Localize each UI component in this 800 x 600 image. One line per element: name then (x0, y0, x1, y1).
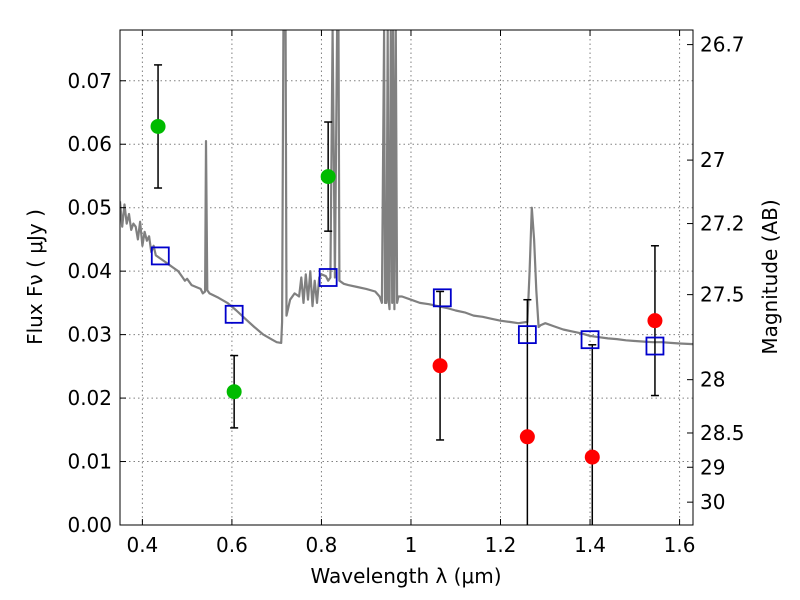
blue-square-point (580, 330, 600, 350)
blue-square-point (432, 288, 452, 308)
y-axis-label: Flux Fν ( μJy ) (23, 209, 47, 345)
plot-frame (119, 29, 694, 526)
y-tick-label-right: 27.2 (700, 212, 745, 236)
plot-area (120, 30, 693, 525)
x-tick-label: 0.8 (306, 533, 338, 557)
y-tick-label: 0.02 (67, 386, 112, 410)
y-tick-label-right: 28 (700, 368, 725, 392)
y-tick-label: 0.00 (67, 513, 112, 537)
green-circle-point (320, 169, 336, 185)
green-circle-point (226, 384, 242, 400)
axis-ticks: 0.4 0.6 0.8 1 1.2 1.4 1.6 0.00 0.01 0.02 0.03 0.04 0… (67, 30, 745, 557)
blue-square-point (517, 325, 537, 345)
blue-square-point (645, 336, 665, 356)
x-tick-label: 1.2 (485, 533, 517, 557)
blue-square-point (224, 304, 244, 324)
y-tick-label: 0.07 (67, 69, 112, 93)
x-tick-label: 0.4 (126, 533, 158, 557)
y-tick-label: 0.05 (67, 196, 112, 220)
x-tick-label: 1 (405, 533, 418, 557)
x-tick-label: 1.4 (574, 533, 606, 557)
x-tick-label: 1.6 (664, 533, 696, 557)
model-spectrum (120, 30, 693, 346)
y-axis-label-right: Magnitude (AB) (758, 199, 782, 354)
blue-square-point (150, 246, 170, 266)
y-tick-label: 0.06 (67, 132, 112, 156)
y-tick-label-right: 28.5 (700, 421, 745, 445)
y-tick-label: 0.01 (67, 450, 112, 474)
red-circle-point (584, 449, 600, 465)
model-spectrum-line (120, 30, 693, 346)
y-tick-label: 0.03 (67, 323, 112, 347)
red-circle-point (432, 358, 448, 374)
y-tick-label-right: 27 (700, 148, 725, 172)
y-tick-label-right: 30 (700, 490, 725, 514)
blue-square-point (318, 268, 338, 287)
red-circle-point (647, 313, 663, 329)
y-tick-label-right: 26.7 (700, 33, 745, 57)
y-tick-label-right: 29 (700, 455, 725, 479)
x-tick-label: 0.6 (216, 533, 248, 557)
green-circle-point (150, 118, 166, 134)
x-axis-label: Wavelength λ (μm) (310, 564, 501, 588)
y-tick-label: 0.04 (67, 259, 112, 283)
y-tick-label-right: 27.5 (700, 283, 745, 307)
data-markers (150, 118, 665, 465)
red-circle-point (519, 429, 535, 445)
